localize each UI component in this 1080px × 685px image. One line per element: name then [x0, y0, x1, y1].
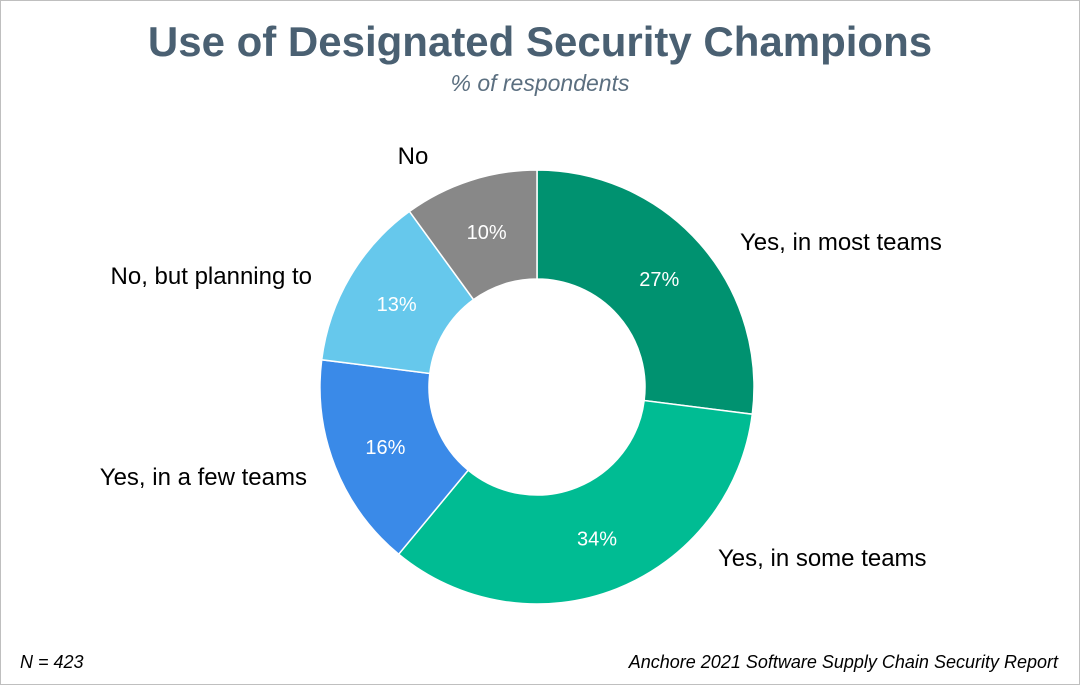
data-label: 27% — [639, 269, 679, 291]
data-label: 16% — [365, 437, 405, 459]
chart-subtitle: % of respondents — [450, 70, 630, 96]
category-label: No — [398, 143, 429, 170]
category-label: No, but planning to — [111, 263, 312, 290]
chart-title: Use of Designated Security Champions — [147, 18, 933, 65]
slice-yes-in-a-few-teams — [319, 358, 470, 556]
data-label: 13% — [377, 294, 417, 316]
slice-yes-in-some-teams — [397, 399, 754, 605]
source-note: Anchore 2021 Software Supply Chain Secur… — [628, 652, 1058, 672]
data-label: 34% — [577, 529, 617, 551]
slice-yes-in-most-teams — [536, 169, 755, 416]
sample-size: N = 423 — [20, 652, 84, 672]
category-label: Yes, in most teams — [740, 229, 942, 256]
category-label: Yes, in some teams — [718, 545, 927, 572]
data-label: 10% — [467, 222, 507, 244]
category-label: Yes, in a few teams — [100, 464, 307, 491]
slice-no — [408, 169, 538, 301]
